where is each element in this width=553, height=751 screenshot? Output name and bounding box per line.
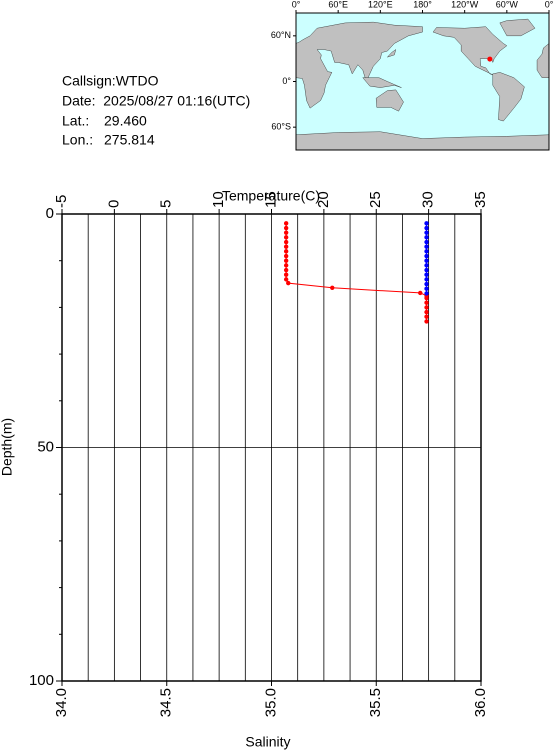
x-tick-label: 30: [420, 191, 437, 208]
profile-point: [286, 280, 291, 286]
map-land: [295, 18, 550, 151]
profile-point: [283, 225, 289, 231]
profile-point: [424, 305, 429, 310]
profile-point: [283, 235, 289, 240]
x-tick-label: 5: [158, 200, 175, 208]
map-x-tick-label: 0°: [545, 0, 553, 9]
y-tick-label: 100: [29, 672, 54, 689]
map-y-tick-label: 0°: [282, 76, 291, 86]
lon-value: 275.814: [104, 132, 155, 148]
profile-point: [424, 244, 429, 249]
x-tick-label: 25: [367, 191, 384, 208]
profile-point: [283, 272, 289, 277]
profile-line: [285, 223, 428, 322]
map-x-tick-label: 60°W: [496, 0, 519, 9]
profile-point: [424, 249, 429, 254]
profile-point: [424, 230, 429, 235]
map-x-tick-label: 60°E: [328, 0, 348, 9]
profile-point: [424, 267, 429, 273]
profile-point: [424, 319, 429, 324]
profile-point: [424, 221, 429, 226]
x-tick-label: 35: [472, 191, 489, 208]
profile-point: [424, 253, 429, 259]
profile-point: [283, 258, 289, 263]
x-tick-label: -5: [53, 195, 70, 208]
profile-point: [283, 230, 289, 235]
x2-axis-title: Salinity: [245, 734, 290, 750]
map-y-tick-label: 60°S: [271, 122, 291, 132]
callsign: Callsign:WTDO: [62, 73, 159, 89]
y-axis-title: Depth(m): [0, 418, 15, 476]
profile-point: [424, 272, 429, 277]
profile-point: [283, 239, 289, 245]
profile-point: [424, 263, 429, 268]
lat-value: 29.460: [104, 113, 147, 129]
map-x-tick-label: 180°: [413, 0, 432, 9]
x2-tick-label: 36.0: [472, 688, 489, 717]
x-tick-label: 0: [105, 200, 122, 208]
profile-point: [424, 235, 429, 240]
y-tick-label: 50: [37, 438, 54, 455]
x-tick-label: 20: [315, 191, 332, 208]
date: Date: 2025/08/27 01:16(UTC): [62, 93, 250, 109]
lon-label: Lon.:: [62, 132, 93, 148]
profile-point: [424, 277, 429, 282]
map-x-tick-label: 120°W: [451, 0, 479, 9]
map-x-tick-label: 0°: [292, 0, 301, 9]
x-axis-title: Temperature(C): [222, 188, 320, 204]
profile-point: [424, 258, 429, 263]
x-tick-label: 15: [262, 191, 279, 208]
y-tick-label: 0: [46, 205, 54, 222]
profile-point: [418, 290, 423, 296]
profile-point: [283, 244, 289, 249]
profile-point: [424, 300, 429, 305]
profile-point: [424, 314, 429, 319]
profile-point: [283, 253, 289, 259]
profile-point: [283, 249, 289, 254]
ship-position: [487, 56, 493, 62]
profile-point: [424, 309, 429, 315]
profile-point: [283, 267, 289, 273]
profile-point: [424, 225, 429, 231]
lat-label: Lat.:: [62, 113, 89, 129]
profile-point: [283, 221, 289, 226]
profile-point: [424, 239, 429, 245]
x2-tick-label: 34.0: [53, 688, 70, 717]
map-y-tick-label: 60°N: [271, 30, 291, 40]
x2-tick-label: 35.0: [262, 688, 279, 717]
profile-point: [283, 277, 289, 282]
x2-tick-label: 35.5: [367, 688, 384, 717]
profile-point: [424, 291, 429, 296]
profile-point: [424, 281, 429, 287]
profile-point: [424, 295, 429, 301]
x-tick-label: 10: [210, 191, 227, 208]
station-info: Callsign:WTDO Date: 2025/08/27 01:16(UTC…: [62, 73, 250, 148]
profile-point: [330, 285, 335, 290]
profile-point: [283, 263, 289, 268]
map-x-tick-label: 120°E: [368, 0, 393, 9]
profile-point: [424, 286, 429, 291]
x2-tick-label: 34.5: [158, 688, 175, 717]
